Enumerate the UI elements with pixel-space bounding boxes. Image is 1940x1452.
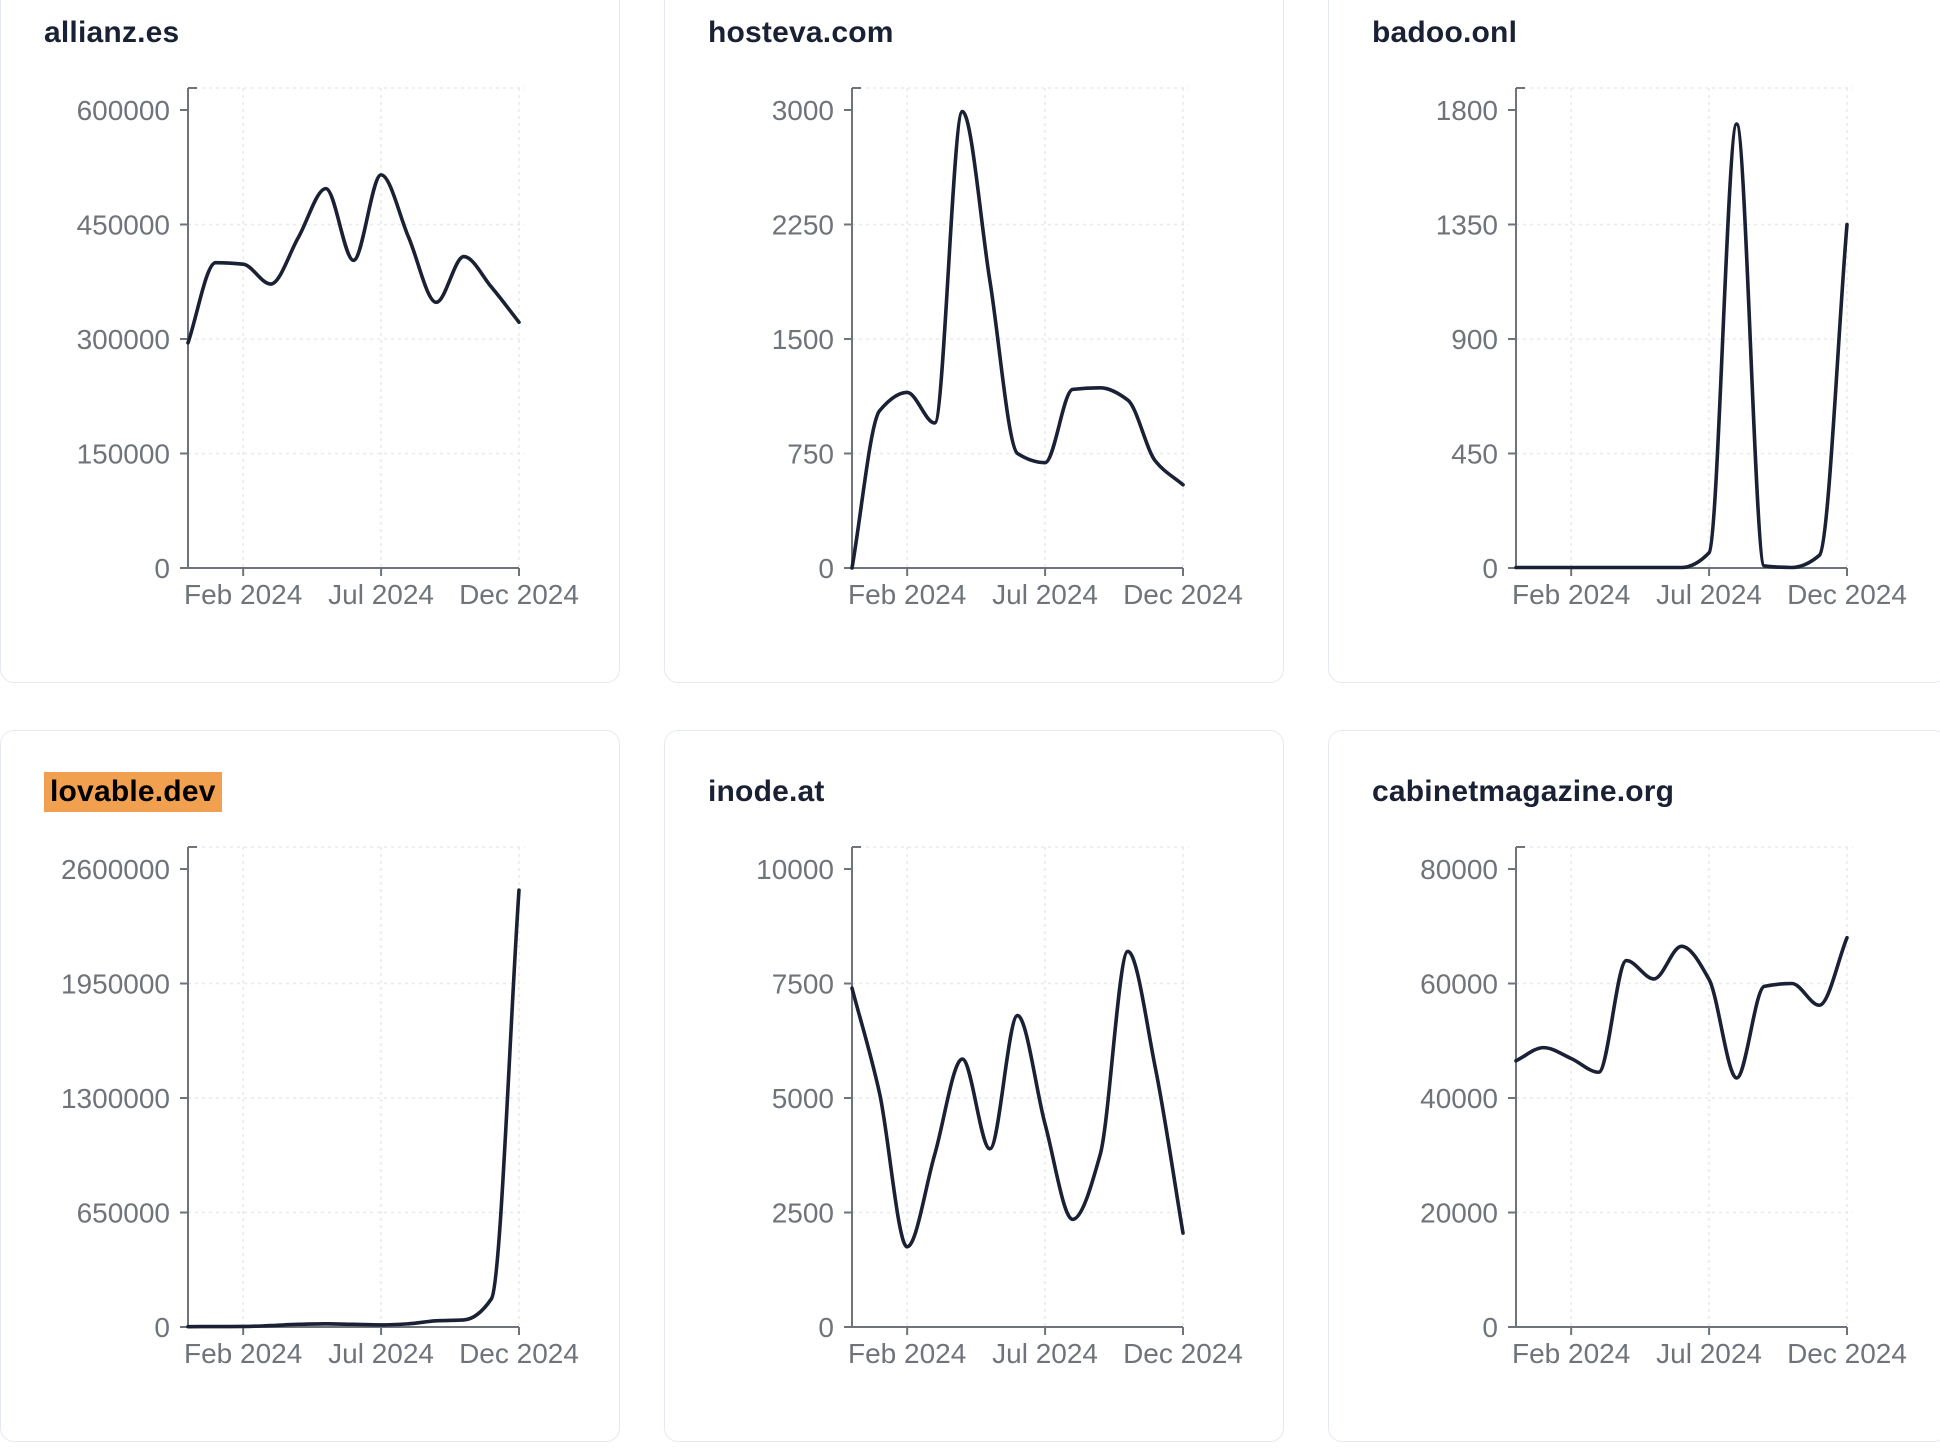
svg-text:0: 0	[818, 553, 834, 584]
svg-text:Jul 2024: Jul 2024	[992, 1338, 1098, 1369]
chart-title: hosteva.com	[708, 16, 894, 50]
line-chart: 0 450 900 1350 1800 Feb 2024 Jul 2024 Dec 2024	[1329, 0, 1940, 684]
chart-title-text: cabinetmagazine.org	[1372, 775, 1675, 808]
svg-text:450: 450	[1451, 439, 1498, 470]
chart-title: badoo.onl	[1372, 16, 1517, 50]
chart-title: cabinetmagazine.org	[1372, 775, 1674, 809]
svg-text:0: 0	[818, 1312, 834, 1343]
svg-text:0: 0	[154, 1312, 170, 1343]
svg-text:1800: 1800	[1436, 95, 1498, 126]
chart-title-text: hosteva.com	[708, 16, 894, 49]
chart-card-lovable: lovable.dev 0 650000 1300000 1950000 2600000…	[0, 730, 620, 1442]
chart-card-inode: inode.at 0 2500 5000 7500 10000 Feb 2024 Jul 2…	[664, 730, 1284, 1442]
svg-text:40000: 40000	[1420, 1083, 1498, 1114]
svg-text:Jul 2024: Jul 2024	[992, 579, 1098, 610]
svg-text:Dec 2024: Dec 2024	[1123, 1338, 1243, 1369]
line-chart: 0 150000 300000 450000 600000 Feb 2024 Jul 202…	[1, 0, 621, 684]
chart-title-text: lovable.dev	[44, 772, 222, 812]
chart-title: allianz.es	[44, 16, 179, 50]
chart-card-allianz: allianz.es 0 150000 300000 450000 600000 Feb …	[0, 0, 620, 683]
svg-text:Jul 2024: Jul 2024	[1656, 579, 1762, 610]
chart-title-text: inode.at	[708, 775, 825, 808]
svg-text:Dec 2024: Dec 2024	[1787, 579, 1907, 610]
svg-text:Feb 2024: Feb 2024	[1512, 1338, 1630, 1369]
svg-text:0: 0	[1482, 553, 1498, 584]
svg-text:2600000: 2600000	[61, 854, 170, 885]
line-chart: 0 20000 40000 60000 80000 Feb 2024 Jul 2024 Dec…	[1329, 731, 1940, 1443]
svg-text:10000: 10000	[756, 854, 834, 885]
svg-text:150000: 150000	[77, 439, 170, 470]
svg-text:2250: 2250	[772, 210, 834, 241]
svg-text:1950000: 1950000	[61, 969, 170, 1000]
svg-text:650000: 650000	[77, 1198, 170, 1229]
svg-text:1300000: 1300000	[61, 1083, 170, 1114]
chart-title: lovable.dev	[44, 772, 222, 812]
svg-text:Feb 2024: Feb 2024	[184, 1338, 302, 1369]
line-chart: 0 2500 5000 7500 10000 Feb 2024 Jul 2024 Dec 20…	[665, 731, 1285, 1443]
svg-text:300000: 300000	[77, 324, 170, 355]
svg-text:600000: 600000	[77, 95, 170, 126]
chart-title-text: allianz.es	[44, 16, 180, 49]
svg-text:0: 0	[154, 553, 170, 584]
svg-text:Feb 2024: Feb 2024	[184, 579, 302, 610]
svg-text:1500: 1500	[772, 324, 834, 355]
chart-title: inode.at	[708, 775, 825, 809]
chart-card-hosteva: hosteva.com 0 750 1500 2250 3000 Feb 2024 Jul …	[664, 0, 1284, 683]
svg-text:450000: 450000	[77, 210, 170, 241]
svg-text:Dec 2024: Dec 2024	[459, 579, 579, 610]
svg-text:Feb 2024: Feb 2024	[848, 579, 966, 610]
svg-text:5000: 5000	[772, 1083, 834, 1114]
svg-text:Jul 2024: Jul 2024	[1656, 1338, 1762, 1369]
line-chart: 0 650000 1300000 1950000 2600000 Feb 2024 Jul …	[1, 731, 621, 1443]
svg-text:1350: 1350	[1436, 210, 1498, 241]
svg-text:Jul 2024: Jul 2024	[328, 579, 434, 610]
svg-text:0: 0	[1482, 1312, 1498, 1343]
svg-text:20000: 20000	[1420, 1198, 1498, 1229]
svg-text:Dec 2024: Dec 2024	[459, 1338, 579, 1369]
svg-text:750: 750	[787, 439, 834, 470]
svg-text:Feb 2024: Feb 2024	[1512, 579, 1630, 610]
line-chart: 0 750 1500 2250 3000 Feb 2024 Jul 2024 Dec 2024	[665, 0, 1285, 684]
svg-text:2500: 2500	[772, 1198, 834, 1229]
svg-text:80000: 80000	[1420, 854, 1498, 885]
svg-text:3000: 3000	[772, 95, 834, 126]
svg-text:Jul 2024: Jul 2024	[328, 1338, 434, 1369]
svg-text:7500: 7500	[772, 969, 834, 1000]
chart-card-badoo: badoo.onl 0 450 900 1350 1800 Feb 2024 Jul 202…	[1328, 0, 1940, 683]
chart-title-text: badoo.onl	[1372, 16, 1518, 49]
svg-text:900: 900	[1451, 324, 1498, 355]
svg-text:Feb 2024: Feb 2024	[848, 1338, 966, 1369]
chart-card-cabinetmagazine: cabinetmagazine.org 0 20000 40000 60000 8000…	[1328, 730, 1940, 1442]
svg-text:60000: 60000	[1420, 969, 1498, 1000]
svg-text:Dec 2024: Dec 2024	[1787, 1338, 1907, 1369]
svg-text:Dec 2024: Dec 2024	[1123, 579, 1243, 610]
